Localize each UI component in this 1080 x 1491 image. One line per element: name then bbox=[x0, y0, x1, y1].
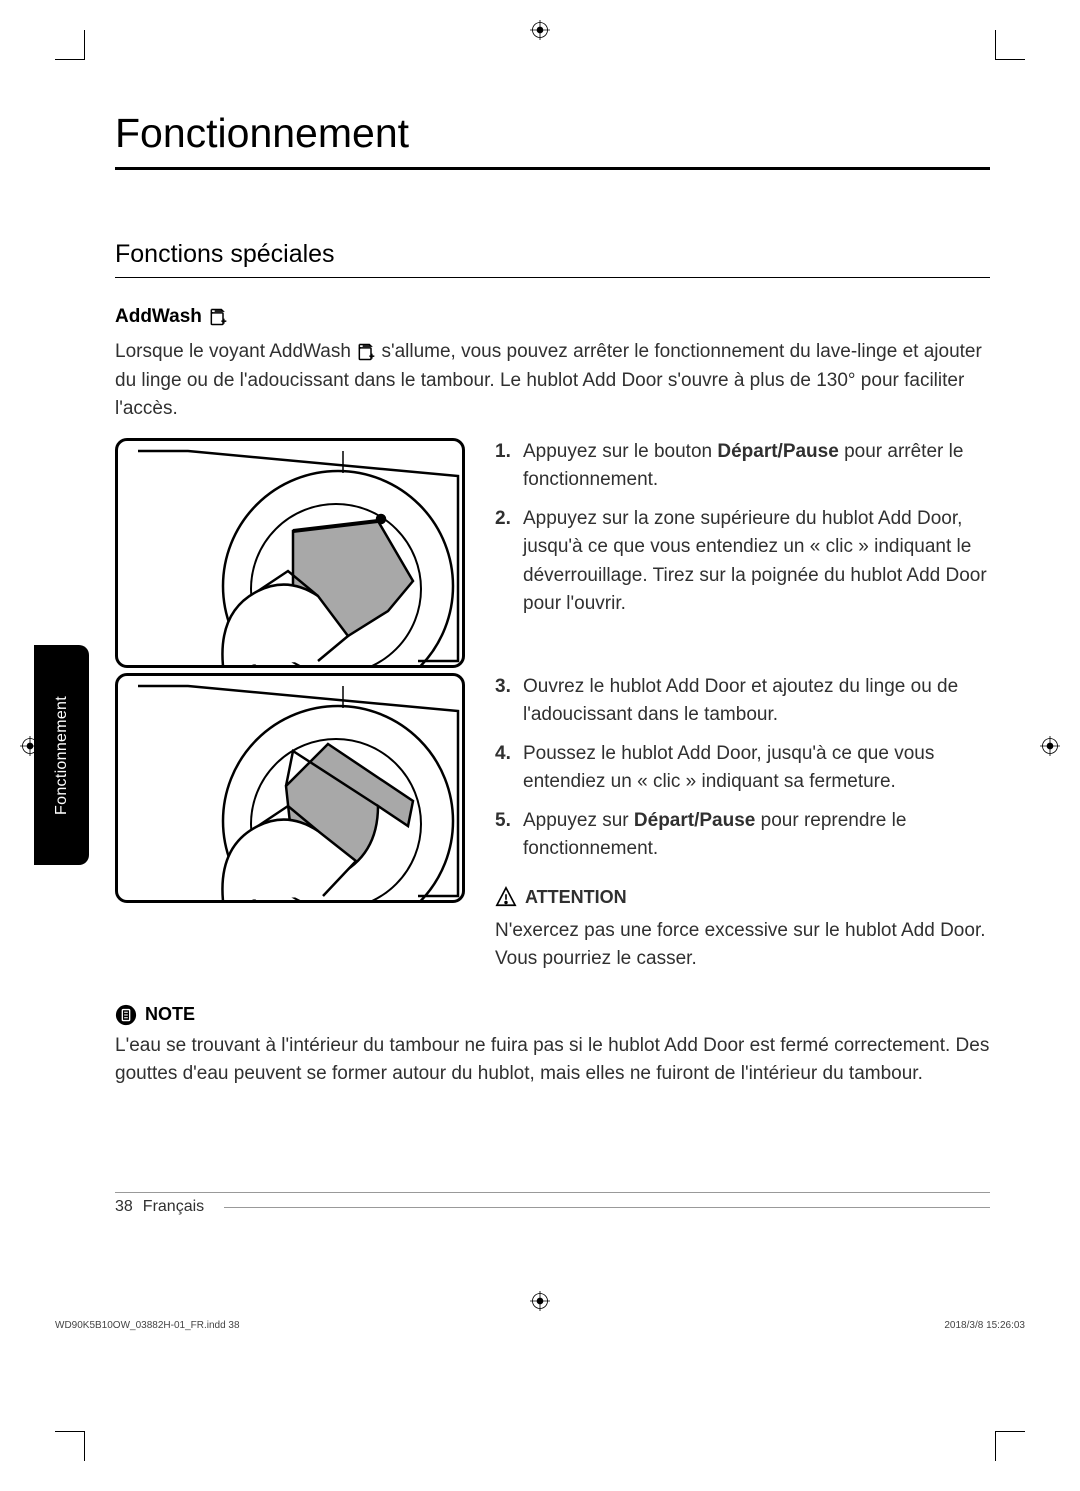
step-1-bold: Départ/Pause bbox=[717, 441, 838, 462]
subsection-title: AddWash bbox=[115, 306, 990, 328]
warning-icon bbox=[495, 886, 517, 908]
step-number: 4. bbox=[495, 740, 523, 797]
step-1: 1. Appuyez sur le bouton Départ/Pause po… bbox=[495, 438, 990, 495]
attention-label: ATTENTION bbox=[525, 884, 627, 911]
illustration-2-svg bbox=[118, 676, 465, 903]
illustration-1-svg bbox=[118, 441, 465, 668]
side-tab: Fonctionnement bbox=[34, 645, 89, 865]
footer-language: Français bbox=[143, 1198, 204, 1216]
subsection-title-text: AddWash bbox=[115, 306, 202, 328]
step-text: Poussez le hublot Add Door, jusqu'à ce q… bbox=[523, 740, 990, 797]
step-5-before: Appuyez sur bbox=[523, 810, 634, 831]
attention-text: N'exercez pas une force excessive sur le… bbox=[495, 917, 990, 974]
addwash-icon bbox=[208, 307, 228, 327]
attention-header: ATTENTION bbox=[495, 884, 990, 911]
step-number: 3. bbox=[495, 673, 523, 730]
step-number: 2. bbox=[495, 505, 523, 619]
intro-text: Lorsque le voyant AddWash s'allume, vous… bbox=[115, 338, 990, 424]
addwash-inline-icon bbox=[356, 342, 376, 362]
step-5: 5. Appuyez sur Départ/Pause pour reprend… bbox=[495, 807, 990, 864]
step-3: 3. Ouvrez le hublot Add Door et ajoutez … bbox=[495, 673, 990, 730]
steps-column: 1. Appuyez sur le bouton Départ/Pause po… bbox=[495, 438, 990, 974]
step-text: Ouvrez le hublot Add Door et ajoutez du … bbox=[523, 673, 990, 730]
intro-before: Lorsque le voyant AddWash bbox=[115, 341, 356, 362]
print-footer: WD90K5B10OW_03882H-01_FR.indd 38 2018/3/… bbox=[55, 1320, 1025, 1331]
step-text: Appuyez sur Départ/Pause pour reprendre … bbox=[523, 807, 990, 864]
step-2: 2. Appuyez sur la zone supérieure du hub… bbox=[495, 505, 990, 619]
step-group-2: 3. Ouvrez le hublot Add Door et ajoutez … bbox=[495, 673, 990, 864]
note-text: L'eau se trouvant à l'intérieur du tambo… bbox=[115, 1032, 990, 1089]
registration-mark-right-icon bbox=[1040, 736, 1060, 756]
crop-mark-bl bbox=[55, 1431, 85, 1461]
page-content: Fonctionnement Fonctionnement Fonctions … bbox=[115, 110, 990, 1291]
step-number: 1. bbox=[495, 438, 523, 495]
crop-mark-br bbox=[995, 1431, 1025, 1461]
step-text: Appuyez sur la zone supérieure du hublot… bbox=[523, 505, 990, 619]
step-number: 5. bbox=[495, 807, 523, 864]
side-tab-label: Fonctionnement bbox=[53, 696, 71, 815]
step-group-1: 1. Appuyez sur le bouton Départ/Pause po… bbox=[495, 438, 990, 673]
step-5-bold: Départ/Pause bbox=[634, 810, 755, 831]
note-icon bbox=[115, 1004, 137, 1026]
registration-mark-top-icon bbox=[530, 20, 550, 40]
step-1-before: Appuyez sur le bouton bbox=[523, 441, 717, 462]
registration-mark-bottom-icon bbox=[530, 1291, 550, 1311]
note-header: NOTE bbox=[115, 1004, 990, 1026]
step-text: Appuyez sur le bouton Départ/Pause pour … bbox=[523, 438, 990, 495]
step-4: 4. Poussez le hublot Add Door, jusqu'à c… bbox=[495, 740, 990, 797]
page-footer: 38 Français bbox=[115, 1192, 990, 1216]
crop-mark-tl bbox=[55, 30, 85, 60]
footer-rule bbox=[224, 1207, 990, 1208]
section-title: Fonctions spéciales bbox=[115, 240, 990, 278]
chapter-title: Fonctionnement bbox=[115, 110, 990, 170]
print-footer-file: WD90K5B10OW_03882H-01_FR.indd 38 bbox=[55, 1320, 240, 1331]
illustration-column important bbox=[115, 438, 465, 974]
print-footer-timestamp: 2018/3/8 15:26:03 bbox=[944, 1320, 1025, 1331]
note-label: NOTE bbox=[145, 1004, 195, 1025]
crop-mark-tr bbox=[995, 30, 1025, 60]
illustration-2 bbox=[115, 673, 465, 903]
two-column-layout: 1. Appuyez sur le bouton Départ/Pause po… bbox=[115, 438, 990, 974]
illustration-1 bbox=[115, 438, 465, 668]
footer-page-number: 38 bbox=[115, 1198, 133, 1216]
